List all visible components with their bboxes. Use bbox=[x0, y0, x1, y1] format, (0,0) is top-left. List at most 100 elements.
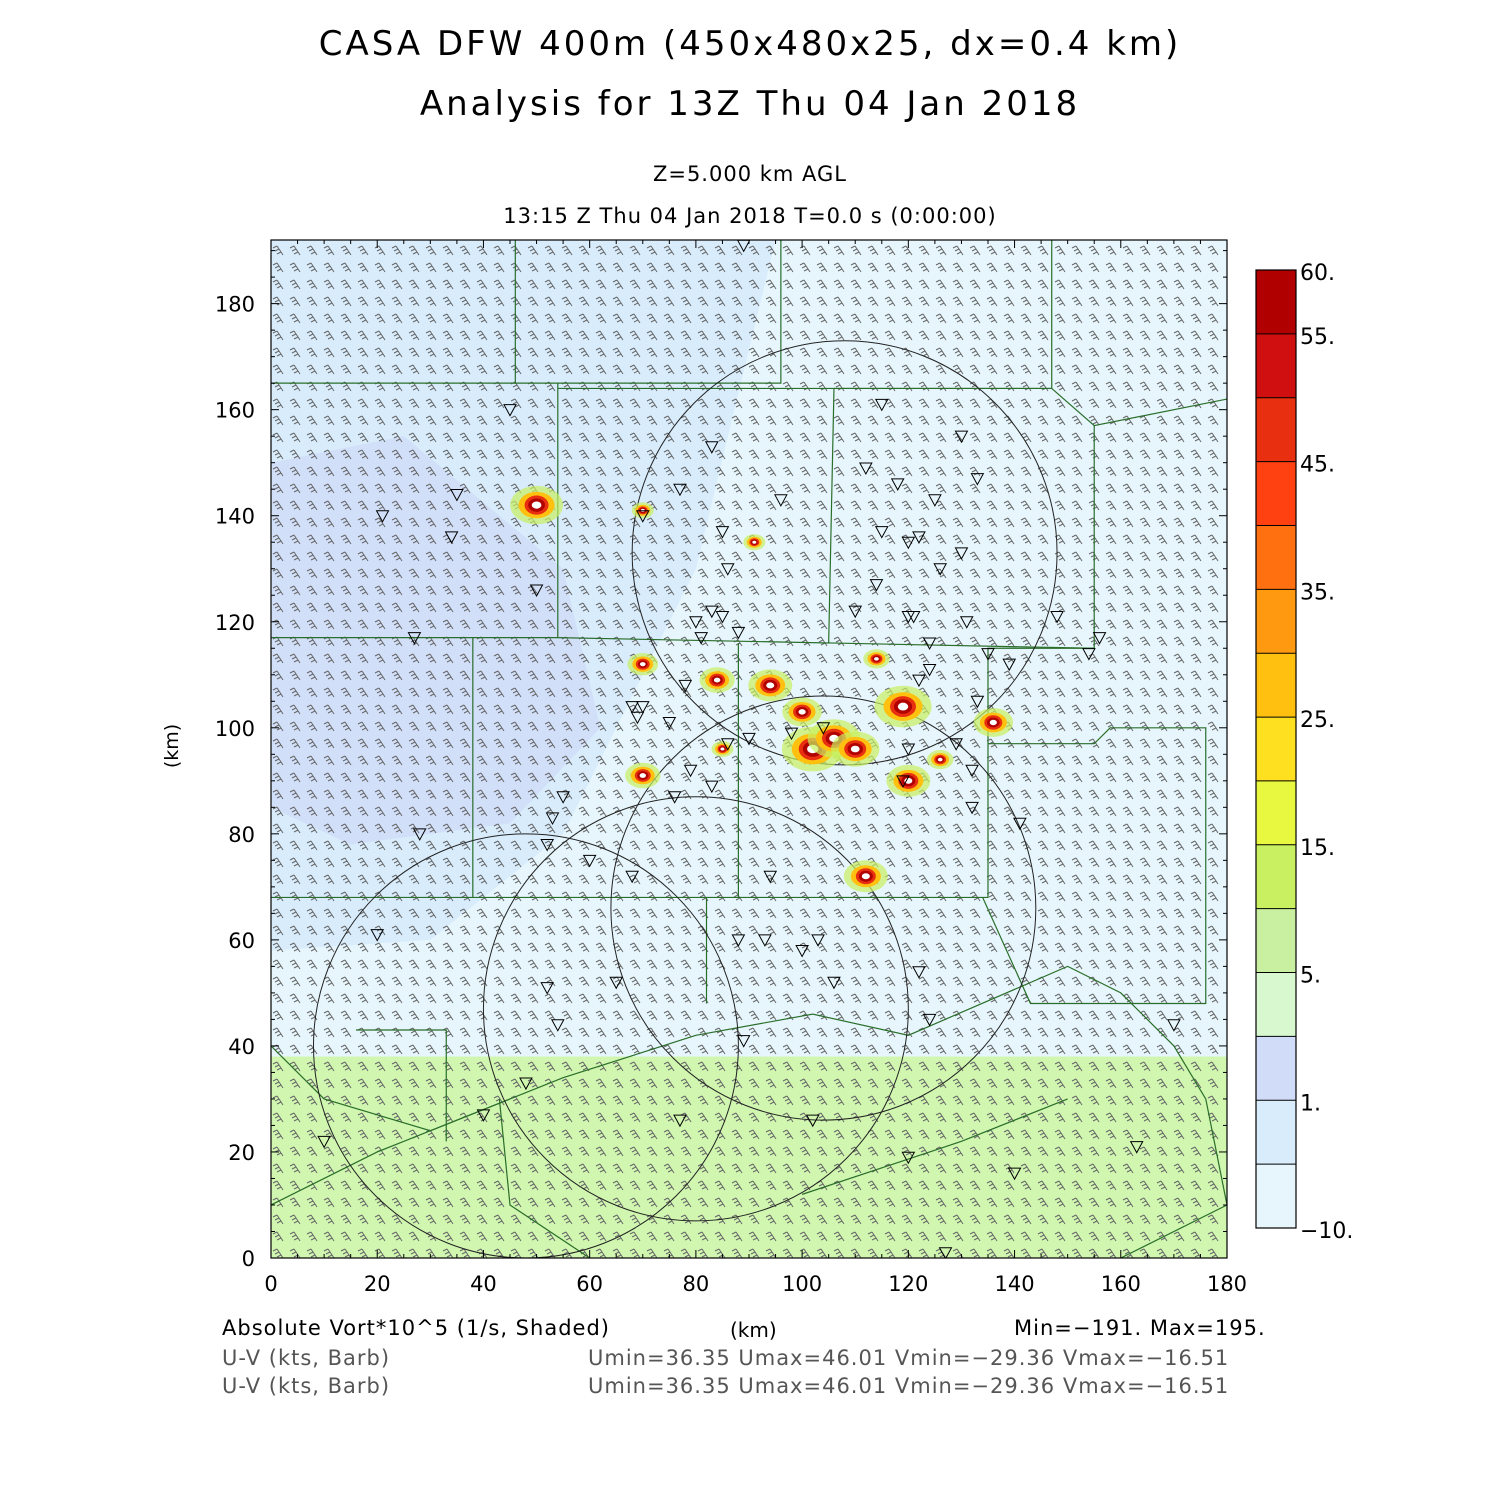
wind-barb-icon bbox=[323, 500, 335, 511]
wind-barb-icon bbox=[1173, 1197, 1185, 1208]
wind-barb-icon bbox=[884, 381, 896, 392]
wind-barb-icon bbox=[289, 602, 301, 613]
wind-barb-icon bbox=[289, 398, 301, 409]
wind-barb-icon bbox=[1139, 959, 1151, 970]
wind-barb-icon bbox=[867, 619, 879, 630]
wind-barb-icon bbox=[289, 976, 301, 987]
wind-barb-icon bbox=[612, 466, 624, 477]
wind-barb-icon bbox=[374, 262, 386, 273]
wind-barb-icon bbox=[595, 1010, 607, 1021]
wind-barb-icon bbox=[357, 619, 369, 630]
wind-barb-icon bbox=[816, 551, 828, 562]
wind-barb-icon bbox=[986, 1163, 998, 1174]
wind-barb-icon bbox=[714, 1197, 726, 1208]
wind-barb-icon bbox=[918, 1010, 930, 1021]
triangle-down-icon bbox=[731, 626, 746, 640]
wind-barb-icon bbox=[1071, 279, 1083, 290]
wind-barb-icon bbox=[884, 993, 896, 1004]
wind-barb-icon bbox=[425, 1214, 437, 1225]
wind-barb-icon bbox=[1088, 1010, 1100, 1021]
wind-barb-icon bbox=[595, 772, 607, 783]
wind-barb-icon bbox=[714, 466, 726, 477]
wind-barb-icon bbox=[1020, 619, 1032, 630]
wind-barb-icon bbox=[425, 364, 437, 375]
x-tick-label: 180 bbox=[1207, 1272, 1247, 1296]
wind-barb-icon bbox=[493, 857, 505, 868]
wind-barb-icon bbox=[1156, 534, 1168, 545]
wind-barb-icon bbox=[884, 891, 896, 902]
wind-barb-icon bbox=[799, 585, 811, 596]
wind-barb-icon bbox=[1207, 296, 1219, 307]
wind-barb-icon bbox=[663, 279, 675, 290]
wind-barb-icon bbox=[782, 1214, 794, 1225]
wind-barb-icon bbox=[1122, 840, 1134, 851]
wind-barb-icon bbox=[612, 636, 624, 647]
wind-barb-icon bbox=[578, 840, 590, 851]
wind-barb-icon bbox=[748, 653, 760, 664]
wind-barb-icon bbox=[374, 1163, 386, 1174]
wind-barb-icon bbox=[595, 313, 607, 324]
wind-barb-icon bbox=[527, 1231, 539, 1242]
wind-barb-icon bbox=[1037, 1163, 1049, 1174]
colorbar-swatch bbox=[1256, 1100, 1296, 1165]
wind-barb-icon bbox=[340, 415, 352, 426]
county-line bbox=[557, 240, 782, 384]
wind-barb-icon bbox=[1071, 840, 1083, 851]
wind-barb-icon bbox=[646, 1163, 658, 1174]
wind-barb-icon bbox=[663, 738, 675, 749]
wind-barb-icon bbox=[578, 908, 590, 919]
wind-barb-icon bbox=[391, 568, 403, 579]
wind-barb-icon bbox=[510, 1197, 522, 1208]
wind-barb-icon bbox=[612, 534, 624, 545]
chart-title: CASA DFW 400m (450x480x25, dx=0.4 km) bbox=[318, 24, 1182, 64]
wind-barb-icon bbox=[629, 415, 641, 426]
wind-barb-icon bbox=[1156, 1112, 1168, 1123]
wind-barb-icon bbox=[731, 687, 743, 698]
wind-barb-icon bbox=[306, 398, 318, 409]
wind-barb-icon bbox=[799, 1095, 811, 1106]
wind-barb-icon bbox=[1003, 279, 1015, 290]
wind-barb-icon bbox=[459, 653, 471, 664]
wind-barb-icon bbox=[323, 1248, 335, 1258]
wind-barb-icon bbox=[816, 1197, 828, 1208]
wind-barb-icon bbox=[1173, 381, 1185, 392]
wind-barb-icon bbox=[510, 925, 522, 936]
wind-barb-icon bbox=[901, 1146, 913, 1157]
wind-barb-icon bbox=[1020, 279, 1032, 290]
wind-barb-icon bbox=[1054, 840, 1066, 851]
wind-barb-icon bbox=[425, 806, 437, 817]
wind-barb-icon bbox=[289, 687, 301, 698]
wind-barb-icon bbox=[782, 823, 794, 834]
wind-barb-icon bbox=[935, 1180, 947, 1191]
wind-barb-icon bbox=[697, 636, 709, 647]
wind-barb-icon bbox=[493, 874, 505, 885]
triangle-down-icon bbox=[673, 1114, 687, 1128]
wind-barb-icon bbox=[986, 245, 998, 256]
vort-core bbox=[904, 777, 913, 784]
wind-barb-icon bbox=[391, 619, 403, 630]
wind-barb-icon bbox=[1003, 1044, 1015, 1055]
wind-barb-icon bbox=[272, 738, 284, 749]
wind-barb-icon bbox=[1173, 857, 1185, 868]
wind-barb-icon bbox=[595, 993, 607, 1004]
wind-barb-icon bbox=[833, 296, 845, 307]
wind-barb-icon bbox=[340, 874, 352, 885]
wind-barb-icon bbox=[1088, 602, 1100, 613]
wind-barb-icon bbox=[1037, 1044, 1049, 1055]
wind-barb-icon bbox=[884, 500, 896, 511]
wind-barb-icon bbox=[561, 500, 573, 511]
wind-barb-icon bbox=[306, 772, 318, 783]
wind-barb-icon bbox=[374, 1231, 386, 1242]
wind-barb-icon bbox=[1190, 1078, 1202, 1089]
triangle-down-icon bbox=[795, 944, 809, 958]
wind-barb-icon bbox=[1207, 670, 1219, 681]
wind-barb-icon bbox=[391, 959, 403, 970]
wind-barb-icon bbox=[850, 908, 862, 919]
wind-barb-icon bbox=[884, 330, 896, 341]
wind-barb-icon bbox=[952, 262, 964, 273]
wind-barb-icon bbox=[289, 483, 301, 494]
wind-barb-icon bbox=[629, 1129, 641, 1140]
wind-barb-icon bbox=[952, 381, 964, 392]
wind-barb-icon bbox=[1088, 313, 1100, 324]
wind-barb-icon bbox=[1207, 534, 1219, 545]
